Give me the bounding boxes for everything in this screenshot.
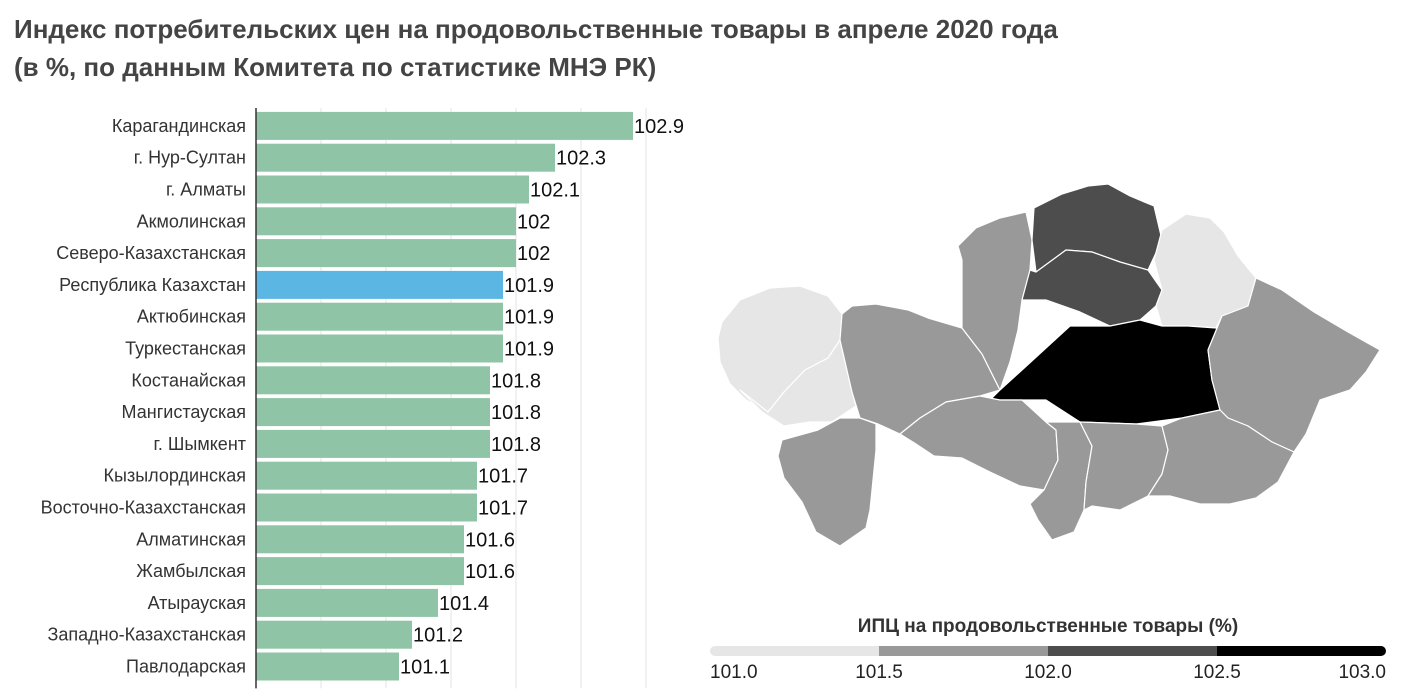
bar bbox=[256, 334, 503, 363]
bar bbox=[256, 207, 516, 236]
value-label: 101.9 bbox=[504, 307, 554, 329]
category-label: Алматинская bbox=[136, 529, 246, 549]
category-label: Атырауская bbox=[148, 593, 246, 613]
bar bbox=[256, 175, 529, 204]
value-label: 101.4 bbox=[439, 593, 489, 615]
kazakhstan-map bbox=[717, 183, 1381, 547]
bar bbox=[256, 652, 399, 681]
category-label: Западно-Казахстанская bbox=[48, 625, 246, 645]
value-label: 101.2 bbox=[413, 625, 463, 647]
value-label: 101.6 bbox=[465, 561, 515, 583]
bar bbox=[256, 461, 477, 490]
value-label: 101.8 bbox=[491, 402, 541, 424]
bar bbox=[256, 270, 503, 299]
bar bbox=[256, 111, 633, 140]
category-label: Костанайская bbox=[131, 370, 246, 390]
map-region-mangistau bbox=[777, 417, 877, 547]
bar bbox=[256, 557, 464, 586]
category-label: г. Алматы bbox=[166, 180, 246, 200]
value-label: 102 bbox=[517, 211, 550, 233]
legend-swatch-fill bbox=[1217, 646, 1380, 656]
value-label: 101.8 bbox=[491, 434, 541, 456]
category-label: Восточно-Казахстанская bbox=[41, 498, 246, 518]
value-label: 101.6 bbox=[465, 529, 515, 551]
bar bbox=[256, 429, 490, 458]
category-label: Северо-Казахстанская bbox=[56, 243, 246, 263]
title-line-2: (в %, по данным Комитета по статистике М… bbox=[14, 52, 657, 82]
color-scale-legend: 101.0 101.5 102.0 102.5 103.0 bbox=[710, 646, 1386, 683]
bar bbox=[256, 366, 490, 395]
legend-tick-label: 101.5 bbox=[855, 662, 903, 683]
bar bbox=[256, 620, 412, 649]
category-label: Кызылординская bbox=[104, 466, 246, 486]
legend-tick-label: 103.0 bbox=[1338, 662, 1386, 683]
legend-swatch-fill bbox=[716, 646, 879, 656]
bar bbox=[256, 588, 438, 617]
value-label: 101.7 bbox=[478, 498, 528, 520]
map-region-zhambyl bbox=[1079, 421, 1169, 511]
bar-chart: Карагандинская 102.9 г. Нур-Султан 102.3 г. … bbox=[41, 108, 684, 689]
legend-tick-label: 102.5 bbox=[1193, 662, 1241, 683]
category-label: Акмолинская bbox=[137, 211, 246, 231]
legend-title: ИПЦ на продовольственные товары (%) bbox=[857, 616, 1239, 637]
bar bbox=[256, 239, 516, 268]
category-label: Павлодарская bbox=[126, 657, 246, 677]
map-region-almaty bbox=[1147, 409, 1295, 505]
category-label: Жамбылская bbox=[136, 561, 246, 581]
map-region-akmola bbox=[1021, 249, 1163, 327]
category-label: Актюбинская bbox=[137, 307, 246, 327]
legend-swatch bbox=[879, 646, 1049, 656]
title-line-1: Индекс потребительских цен на продовольс… bbox=[14, 14, 1058, 44]
bar bbox=[256, 143, 555, 172]
value-label: 101.9 bbox=[504, 275, 554, 297]
chart-title: Индекс потребительских цен на продовольс… bbox=[14, 10, 1214, 86]
category-label: г. Шымкент bbox=[154, 434, 246, 454]
value-label: 102.9 bbox=[634, 116, 684, 138]
value-label: 102 bbox=[517, 243, 550, 265]
value-label: 102.1 bbox=[530, 180, 580, 202]
value-label: 102.3 bbox=[556, 148, 606, 170]
bar bbox=[256, 302, 503, 331]
legend-tick-label: 101.0 bbox=[710, 662, 758, 683]
bar bbox=[256, 493, 477, 522]
value-label: 101.7 bbox=[478, 466, 528, 488]
bar bbox=[256, 525, 464, 554]
category-label: Мангистауская bbox=[122, 402, 246, 422]
category-label: Туркестанская bbox=[125, 339, 246, 359]
category-label: Карагандинская bbox=[112, 116, 246, 136]
legend-swatch bbox=[1048, 646, 1218, 656]
category-label: Республика Казахстан bbox=[59, 275, 246, 295]
value-label: 101.8 bbox=[491, 370, 541, 392]
bar bbox=[256, 398, 490, 427]
value-label: 101.9 bbox=[504, 339, 554, 361]
category-label: г. Нур-Султан bbox=[134, 148, 246, 168]
value-label: 101.1 bbox=[400, 657, 450, 679]
legend-tick-label: 102.0 bbox=[1024, 662, 1072, 683]
